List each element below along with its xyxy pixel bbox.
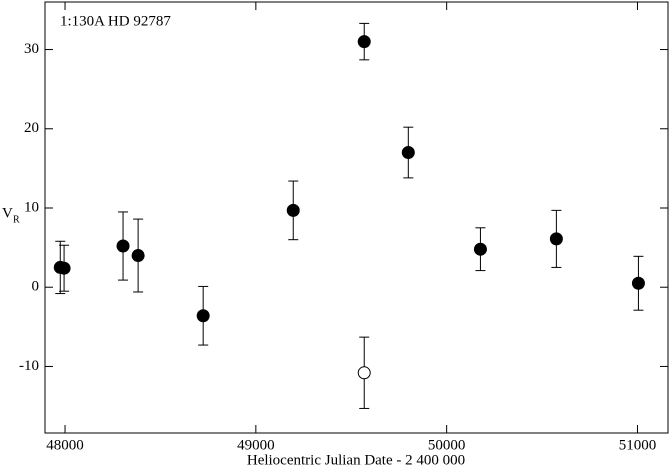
y-axis-label: V	[2, 205, 13, 221]
data-point	[473, 242, 487, 256]
y-tick-label: 20	[24, 120, 39, 136]
x-tick-label: 49000	[237, 437, 275, 453]
data-point	[116, 239, 130, 253]
x-tick-label: 50000	[428, 437, 466, 453]
data-point	[357, 366, 371, 380]
x-tick-label: 48000	[46, 437, 84, 453]
annotation: 1:130A HD 92787	[60, 13, 171, 29]
data-point	[631, 276, 645, 290]
data-point	[549, 232, 563, 246]
data-point	[196, 309, 210, 323]
y-axis-label-subscript: R	[13, 214, 20, 225]
x-axis-label: Heliocentric Julian Date - 2 400 000	[247, 452, 465, 468]
y-tick-label: 0	[32, 279, 40, 295]
data-point	[57, 261, 71, 275]
y-tick-label: 10	[24, 199, 39, 215]
data-point	[401, 146, 415, 160]
y-tick-label: 30	[24, 41, 39, 57]
plot-frame	[44, 1, 669, 434]
y-tick-label: -10	[19, 358, 39, 374]
data-point	[286, 203, 300, 217]
x-tick-label: 51000	[619, 437, 657, 453]
data-point	[357, 35, 371, 49]
data-point	[131, 249, 145, 263]
